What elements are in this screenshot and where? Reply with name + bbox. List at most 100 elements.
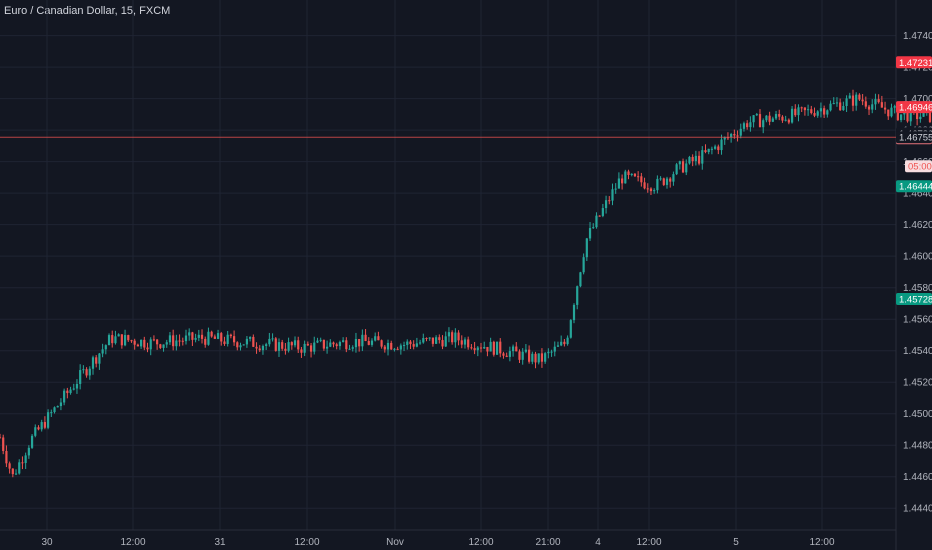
candle-up bbox=[604, 200, 608, 209]
candle-up bbox=[714, 146, 717, 149]
x-tick-label: Nov bbox=[386, 537, 404, 548]
candle-down bbox=[883, 107, 887, 110]
price-tag-stop: 1.47231 bbox=[899, 58, 932, 69]
candle-down bbox=[258, 348, 261, 351]
candle-up bbox=[338, 341, 342, 347]
candle-up bbox=[50, 412, 53, 414]
candle-down bbox=[200, 334, 204, 339]
candle-down bbox=[726, 137, 730, 139]
candle-down bbox=[598, 215, 601, 217]
candle-up bbox=[75, 383, 79, 389]
candle-down bbox=[438, 337, 441, 341]
candle-up bbox=[835, 102, 839, 104]
candle-down bbox=[916, 109, 919, 120]
y-tick-label: 1.46200 bbox=[903, 220, 932, 231]
candle-up bbox=[59, 402, 63, 407]
candle-up bbox=[40, 422, 43, 430]
candle-up bbox=[342, 340, 345, 342]
candle-up bbox=[656, 178, 659, 191]
candle-up bbox=[614, 188, 617, 190]
y-tick-label: 1.45200 bbox=[903, 378, 932, 389]
price-tag-stop: 1.46946 bbox=[899, 103, 932, 114]
candle-up bbox=[755, 114, 758, 116]
candle-up bbox=[24, 455, 27, 463]
candle-down bbox=[518, 351, 521, 360]
candle-down bbox=[492, 341, 495, 355]
y-tick-label: 1.46000 bbox=[903, 252, 932, 263]
candle-up bbox=[807, 109, 810, 111]
candle-up bbox=[739, 128, 742, 136]
candle-down bbox=[159, 344, 162, 348]
candle-up bbox=[98, 353, 101, 364]
candle-up bbox=[194, 337, 197, 340]
candle-up bbox=[797, 107, 800, 116]
candle-up bbox=[422, 338, 425, 343]
candle-down bbox=[906, 111, 909, 122]
candle-up bbox=[845, 98, 848, 107]
candle-up bbox=[91, 357, 95, 369]
candle-up bbox=[316, 340, 319, 343]
candle-down bbox=[839, 102, 842, 111]
candle-up bbox=[544, 353, 547, 362]
candle-down bbox=[486, 346, 489, 352]
candle-up bbox=[576, 286, 579, 305]
candle-up bbox=[393, 348, 396, 350]
candle-up bbox=[226, 334, 229, 344]
candle-down bbox=[252, 336, 255, 347]
candle-up bbox=[556, 345, 560, 347]
candle-up bbox=[588, 228, 592, 239]
candle-down bbox=[768, 115, 771, 122]
candle-down bbox=[11, 468, 14, 475]
candle-down bbox=[133, 340, 136, 345]
candle-down bbox=[637, 176, 640, 178]
candle-down bbox=[335, 344, 338, 347]
candle-down bbox=[396, 348, 399, 350]
candle-up bbox=[899, 114, 903, 121]
candle-down bbox=[800, 107, 803, 109]
candle-up bbox=[550, 351, 553, 353]
candle-up bbox=[508, 351, 511, 357]
candle-up bbox=[188, 332, 191, 336]
candle-down bbox=[608, 200, 611, 202]
candle-up bbox=[18, 462, 21, 474]
candle-up bbox=[784, 119, 787, 121]
candle-up bbox=[630, 173, 633, 176]
candle-down bbox=[367, 341, 370, 345]
candle-down bbox=[864, 101, 867, 107]
candle-down bbox=[127, 335, 130, 341]
candle-up bbox=[871, 104, 874, 110]
candle-up bbox=[566, 337, 569, 345]
candle-up bbox=[855, 94, 858, 106]
candle-up bbox=[56, 406, 59, 408]
candle-down bbox=[867, 106, 871, 110]
candle-up bbox=[351, 347, 354, 349]
candle-down bbox=[467, 339, 470, 348]
candle-up bbox=[104, 345, 107, 350]
candle-up bbox=[329, 342, 332, 347]
candle-down bbox=[851, 95, 855, 106]
candle-down bbox=[431, 337, 435, 344]
candle-up bbox=[261, 346, 265, 351]
candle-up bbox=[72, 388, 75, 390]
candle-up bbox=[553, 346, 556, 352]
candle-up bbox=[524, 349, 528, 352]
candle-up bbox=[107, 335, 111, 346]
y-tick-label: 1.45000 bbox=[903, 409, 932, 420]
candle-up bbox=[829, 103, 832, 111]
candle-up bbox=[685, 163, 688, 173]
candle-down bbox=[380, 340, 383, 347]
candle-down bbox=[37, 427, 40, 430]
candle-up bbox=[601, 208, 604, 216]
candle-down bbox=[172, 335, 175, 347]
current-price-tag: 1.46755 bbox=[899, 133, 932, 144]
candle-up bbox=[88, 368, 91, 376]
candle-down bbox=[85, 369, 88, 376]
candle-up bbox=[592, 227, 595, 229]
candle-up bbox=[428, 337, 431, 339]
candle-down bbox=[345, 340, 348, 350]
candle-up bbox=[287, 342, 290, 351]
candle-up bbox=[361, 334, 364, 347]
candle-up bbox=[348, 348, 351, 350]
current-price-tag-bg bbox=[896, 131, 932, 144]
